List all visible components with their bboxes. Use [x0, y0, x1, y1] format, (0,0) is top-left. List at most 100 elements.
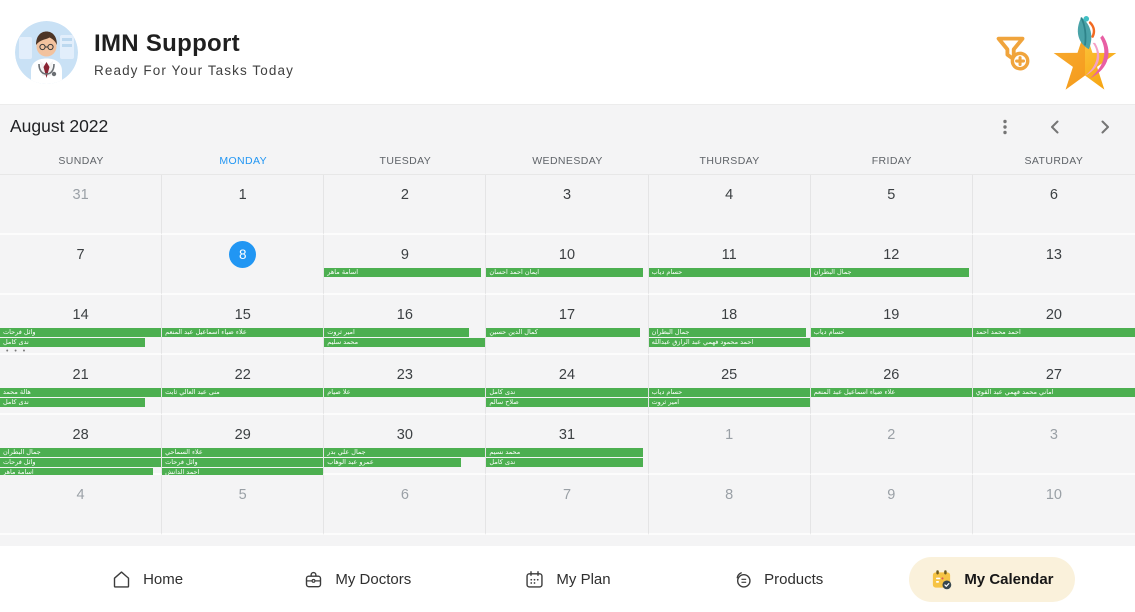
event-bar[interactable]: جمال علي بدر [324, 448, 486, 457]
event-bar[interactable]: حسام دياب [810, 328, 972, 337]
day-events: وائل فرحات ندى كامل • • • [0, 328, 162, 356]
calendar-day-cell[interactable]: 10 ايمان احمد احسان [486, 235, 649, 295]
event-bar[interactable]: احمد الدانش [162, 468, 324, 477]
calendar-day-cell[interactable]: 7 [486, 475, 649, 535]
calendar-day-cell[interactable]: 25 حسام دياب امير ثروت [648, 355, 811, 415]
event-bar[interactable]: وائل فرحات [0, 328, 162, 337]
calendar-day-cell[interactable]: 16 امير ثروت محمد سليم [324, 295, 487, 355]
calendar-day-cell[interactable]: 5 [810, 175, 973, 235]
calendar-day-cell[interactable]: 7 [0, 235, 163, 295]
day-number: 23 [396, 366, 413, 383]
day-events: كمال الدين حسين [486, 328, 647, 338]
calendar-day-cell[interactable]: 11 حسام دياب [648, 235, 811, 295]
calendar-day-cell[interactable]: 1 [162, 175, 325, 235]
home-icon [113, 570, 130, 588]
event-bar[interactable]: اسامة ماهر [324, 268, 481, 277]
calendar-day-cell[interactable]: 26 علاء ضياء اسماعيل عبد المنعم [810, 355, 973, 415]
calendar-day-cell[interactable]: 6 [972, 175, 1135, 235]
nav-item-products[interactable]: Products [673, 569, 883, 590]
event-bar[interactable]: حسام دياب [648, 388, 810, 397]
event-bar[interactable]: جمال البطران [0, 448, 162, 457]
event-bar[interactable]: وائل فرحات [162, 458, 324, 467]
event-bar[interactable]: ندى كامل [486, 388, 648, 397]
calendar-day-cell[interactable]: 8 [648, 475, 811, 535]
calendar-day-cell[interactable]: 23 علا صيام [324, 355, 487, 415]
event-bar[interactable]: صلاح سالم [486, 398, 648, 407]
calendar-day-cell[interactable]: 12 جمال البطران [810, 235, 973, 295]
event-bar[interactable]: ندى كامل [0, 338, 146, 347]
calendar-day-cell[interactable]: 29 علاء السماحي وائل فرحات احمد الدانش [162, 415, 325, 477]
nav-item-my-calendar[interactable]: My Calendar [909, 556, 1075, 602]
event-bar[interactable]: حسام دياب [648, 268, 810, 277]
calendar-day-cell[interactable]: 2 [810, 415, 973, 475]
calendar-day-cell[interactable]: 2 [324, 175, 487, 235]
nav-item-my-plan[interactable]: My Plan [462, 569, 672, 590]
calendar-day-cell[interactable]: 21 هالة محمد ندى كامل [0, 355, 163, 415]
calendar-day-cell[interactable]: 30 جمال علي بدر عمرو عبد الوهاب [324, 415, 487, 475]
event-bar[interactable]: ايمان احمد احسان [486, 268, 643, 277]
event-bar[interactable]: جمال البطران [648, 328, 807, 337]
event-bar[interactable]: هالة محمد [0, 388, 162, 397]
event-bar[interactable]: اسامة ماهر [0, 468, 154, 477]
event-bar[interactable]: احمد محمود فهمي عبد الرازق عبدالله [648, 338, 810, 347]
calendar-day-cell[interactable]: 31 [0, 175, 163, 235]
calendar-day-cell[interactable]: 10 [972, 475, 1135, 535]
calendar-day-cell[interactable]: 3 [972, 415, 1135, 475]
event-bar[interactable]: علاء ضياء اسماعيل عبد المنعم [810, 388, 972, 397]
calendar-day-cell[interactable]: 19 حسام دياب [810, 295, 973, 355]
event-bar[interactable]: علاء السماحي [162, 448, 324, 457]
calendar-day-cell[interactable]: 4 [0, 475, 163, 535]
calendar-day-cell[interactable]: 31 محمد نسيم ندى كامل [486, 415, 649, 475]
calendar-day-cell[interactable]: 9 اسامة ماهر [324, 235, 487, 295]
event-bar[interactable]: جمال البطران [810, 268, 969, 277]
event-bar[interactable]: وائل فرحات [0, 458, 162, 467]
calendar-day-cell[interactable]: 1 [648, 415, 811, 475]
calendar-day-cell[interactable]: 28 جمال البطران وائل فرحات اسامة ماهر [0, 415, 163, 478]
nav-label: My Doctors [335, 570, 412, 588]
doctor-bag-icon [306, 571, 322, 587]
prev-month-icon[interactable] [1043, 115, 1067, 139]
more-options-icon[interactable] [993, 115, 1017, 139]
next-month-icon[interactable] [1093, 115, 1117, 139]
more-events-indicator[interactable]: • • • [6, 348, 28, 355]
month-title: August 2022 [10, 116, 109, 136]
calendar-day-cell[interactable]: 4 [648, 175, 811, 235]
calendar-day-cell[interactable]: 27 اماني محمد فهمي عبد القوي [972, 355, 1135, 415]
calendar-day-cell[interactable]: 22 منى عبد العالي ثابت [162, 355, 325, 415]
calendar-day-cell[interactable]: 14 وائل فرحات ندى كامل • • • [0, 295, 163, 356]
calendar-day-cell[interactable]: 17 كمال الدين حسين [486, 295, 649, 355]
event-bar[interactable]: ندى كامل [0, 398, 146, 407]
event-bar[interactable]: منى عبد العالي ثابت [162, 388, 324, 397]
calendar-day-cell[interactable]: 5 [162, 475, 325, 535]
nav-item-home[interactable]: Home [42, 569, 252, 590]
event-bar[interactable]: كمال الدين حسين [486, 328, 640, 337]
nav-item-my-doctors[interactable]: My Doctors [252, 569, 462, 590]
event-bar[interactable]: احمد محمد احمد [972, 328, 1135, 337]
filter-add-icon[interactable] [989, 30, 1035, 76]
day-number: 1 [238, 186, 247, 203]
event-bar[interactable]: عمرو عبد الوهاب [324, 458, 462, 467]
calendar-day-cell[interactable]: 6 [324, 475, 487, 535]
event-bar[interactable]: امير ثروت [324, 328, 470, 337]
day-number: 20 [1045, 306, 1062, 323]
day-number: 3 [1049, 426, 1058, 443]
day-number: 5 [238, 486, 247, 503]
calendar-day-cell-today[interactable]: 8 [162, 235, 325, 295]
calendar-day-cell[interactable]: 9 [810, 475, 973, 535]
calendar-day-cell[interactable]: 15 علاء ضياء اسماعيل عبد المنعم [162, 295, 325, 355]
event-bar[interactable]: محمد سليم [324, 338, 486, 347]
day-number: 17 [558, 306, 576, 323]
event-bar[interactable]: ندى كامل [486, 458, 643, 467]
calendar-day-cell[interactable]: 24 ندى كامل صلاح سالم [486, 355, 649, 415]
calendar-day-cell[interactable]: 13 [972, 235, 1135, 295]
calendar-day-cell[interactable]: 20 احمد محمد احمد [972, 295, 1135, 355]
calendar-day-cell[interactable]: 3 [486, 175, 649, 235]
event-bar[interactable]: اماني محمد فهمي عبد القوي [972, 388, 1135, 397]
event-bar[interactable]: محمد نسيم [486, 448, 643, 457]
day-events: جمال البطران وائل فرحات اسامة ماهر [0, 448, 162, 478]
event-bar[interactable]: علاء ضياء اسماعيل عبد المنعم [162, 328, 324, 337]
day-events: ندى كامل صلاح سالم [486, 388, 648, 408]
event-bar[interactable]: امير ثروت [648, 398, 810, 407]
calendar-day-cell[interactable]: 18 جمال البطران احمد محمود فهمي عبد الرا… [648, 295, 811, 355]
event-bar[interactable]: علا صيام [324, 388, 486, 397]
